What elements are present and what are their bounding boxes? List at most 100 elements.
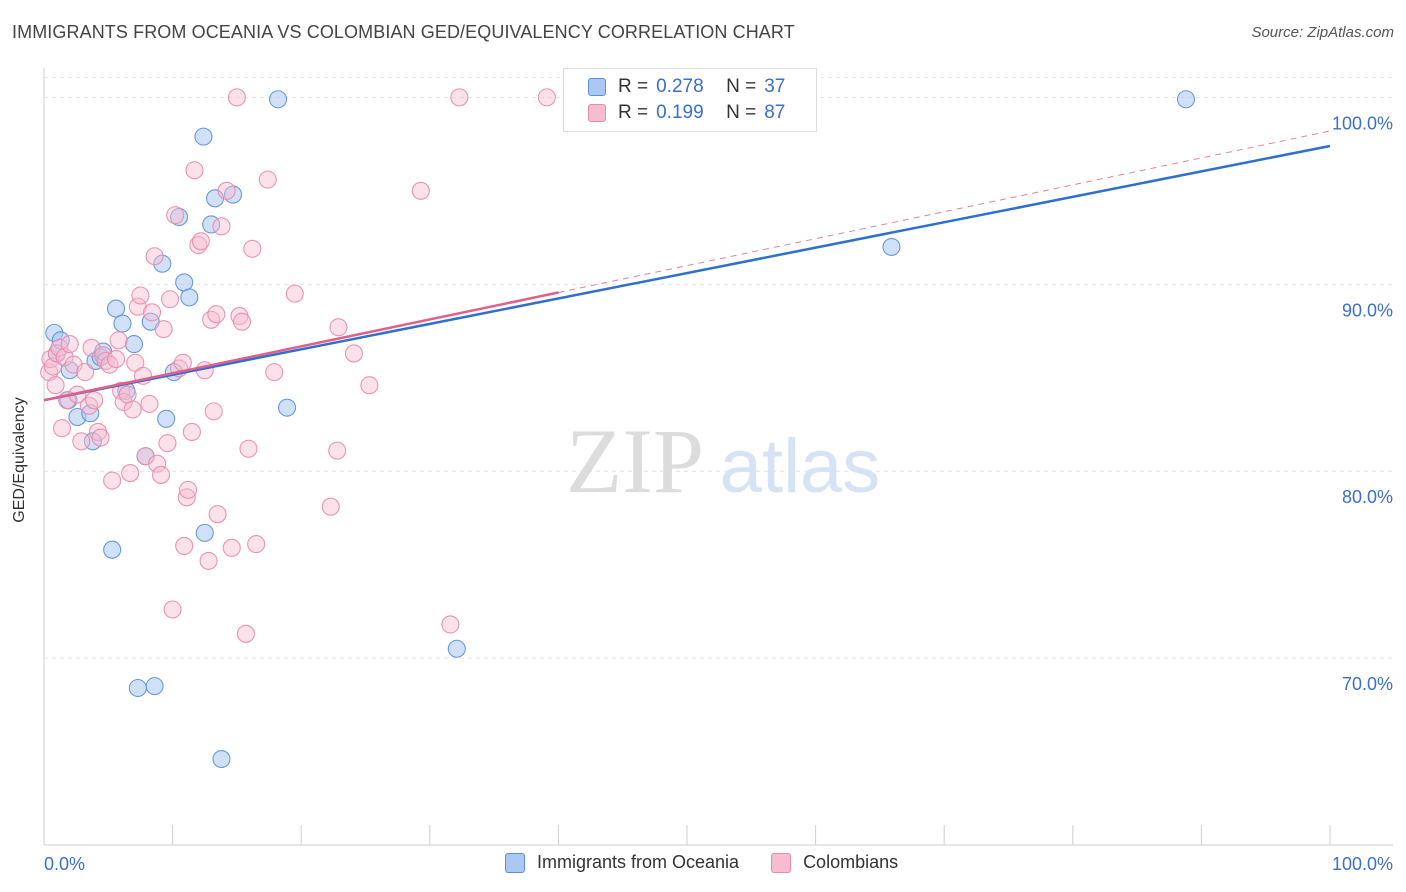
legend-r-value: 0.199	[656, 102, 704, 123]
data-point-colombians	[158, 434, 177, 453]
data-point-oceania	[278, 398, 297, 417]
watermark-zip: ZIP	[566, 410, 704, 512]
data-point-colombians	[207, 305, 226, 324]
data-point-colombians	[131, 286, 150, 305]
y-tick-label: 90.0%	[1342, 300, 1393, 320]
legend-r-label: R =	[618, 76, 649, 97]
data-points	[40, 88, 1196, 769]
legend-n-label: N =	[726, 76, 757, 97]
series-swatch-blue	[505, 852, 525, 873]
data-point-oceania	[113, 314, 132, 333]
data-point-colombians	[140, 394, 159, 413]
data-point-oceania	[212, 749, 231, 769]
series-legend: Immigrants from Oceania Colombians	[505, 852, 930, 873]
series-legend-oceania[interactable]: Immigrants from Oceania	[505, 852, 739, 873]
data-point-colombians	[178, 480, 198, 499]
data-point-colombians	[52, 419, 72, 438]
data-point-oceania	[194, 127, 213, 146]
data-point-colombians	[177, 488, 196, 507]
x-tick-label-left: 0.0%	[44, 854, 85, 874]
data-point-oceania	[157, 409, 176, 428]
series-legend-colombians[interactable]: Colombians	[771, 852, 898, 873]
data-point-oceania	[882, 237, 901, 256]
data-point-colombians	[537, 88, 556, 107]
chart-title: IMMIGRANTS FROM OCEANIA VS COLOMBIAN GED…	[12, 22, 795, 42]
watermark-atlas: atlas	[720, 424, 881, 509]
data-point-colombians	[91, 428, 110, 447]
watermark: ZIP atlas	[566, 410, 880, 512]
data-point-colombians	[121, 464, 140, 483]
data-point-oceania	[128, 678, 147, 698]
data-point-colombians	[60, 335, 79, 354]
data-point-colombians	[450, 88, 469, 107]
legend-swatch-blue	[588, 78, 606, 96]
axes	[43, 68, 1393, 846]
y-tick-label: 70.0%	[1342, 674, 1393, 694]
data-point-colombians	[258, 170, 277, 189]
data-point-colombians	[106, 349, 126, 369]
data-point-colombians	[411, 181, 430, 200]
data-point-colombians	[175, 536, 194, 556]
y-tick-label: 80.0%	[1342, 487, 1393, 507]
data-point-colombians	[145, 247, 164, 266]
source-label: Source: ZipAtlas.com	[1251, 24, 1394, 41]
data-point-colombians	[50, 338, 69, 357]
data-point-colombians	[202, 310, 221, 329]
data-point-colombians	[182, 422, 201, 441]
legend-swatch-pink	[588, 104, 606, 122]
data-point-colombians	[148, 454, 167, 473]
data-point-colombians	[154, 320, 173, 339]
legend-n-label: N =	[726, 102, 757, 123]
data-point-colombians	[79, 396, 99, 415]
data-point-colombians	[222, 538, 241, 557]
data-point-colombians	[204, 402, 223, 421]
data-point-colombians	[166, 206, 185, 225]
data-point-oceania	[1176, 90, 1196, 109]
series-swatch-pink	[771, 852, 792, 873]
data-point-oceania	[269, 90, 288, 109]
gridlines	[44, 76, 1393, 659]
data-point-oceania	[145, 677, 164, 696]
data-point-colombians	[360, 376, 379, 395]
data-point-colombians	[329, 318, 348, 337]
series-name: Immigrants from Oceania	[537, 852, 740, 872]
data-point-colombians	[72, 432, 91, 451]
data-point-colombians	[151, 465, 171, 484]
data-point-colombians	[328, 441, 347, 460]
data-point-colombians	[76, 363, 95, 382]
data-point-colombians	[46, 376, 65, 395]
stats-legend: R = 0.278 N = 37 R = 0.199 N = 87	[563, 68, 817, 132]
data-point-colombians	[191, 232, 210, 251]
data-point-colombians	[163, 600, 182, 619]
data-point-colombians	[441, 615, 460, 634]
data-point-colombians	[160, 290, 180, 309]
data-point-oceania	[447, 639, 466, 658]
legend-row-oceania: R = 0.278 N = 37	[588, 75, 785, 99]
data-point-oceania	[180, 288, 199, 307]
data-point-oceania	[103, 540, 122, 559]
trend-line-colombians	[43, 291, 559, 402]
data-point-colombians	[247, 535, 266, 554]
y-tick-label: 100.0%	[1332, 113, 1393, 133]
trend-line-oceania	[43, 144, 1331, 402]
data-point-oceania	[195, 523, 214, 542]
data-point-colombians	[232, 312, 252, 331]
data-point-colombians	[217, 181, 236, 200]
x-tick-label-right: 100.0%	[1332, 854, 1393, 874]
data-point-colombians	[85, 391, 104, 410]
trend-line-colombians-extension	[558, 130, 1331, 293]
data-point-colombians	[212, 217, 231, 236]
data-point-colombians	[239, 439, 258, 458]
data-point-colombians	[227, 88, 246, 107]
data-point-oceania	[124, 335, 144, 354]
data-point-colombians	[199, 551, 218, 570]
legend-r-label: R =	[618, 102, 649, 123]
data-point-colombians	[103, 471, 122, 490]
series-name: Colombians	[803, 852, 899, 872]
legend-row-colombians: R = 0.199 N = 87	[588, 101, 785, 125]
data-point-colombians	[236, 624, 255, 643]
data-point-colombians	[142, 303, 162, 322]
y-tick-labels: 70.0% 80.0% 90.0% 100.0%	[1332, 113, 1393, 694]
legend-n-value: 37	[764, 76, 786, 97]
